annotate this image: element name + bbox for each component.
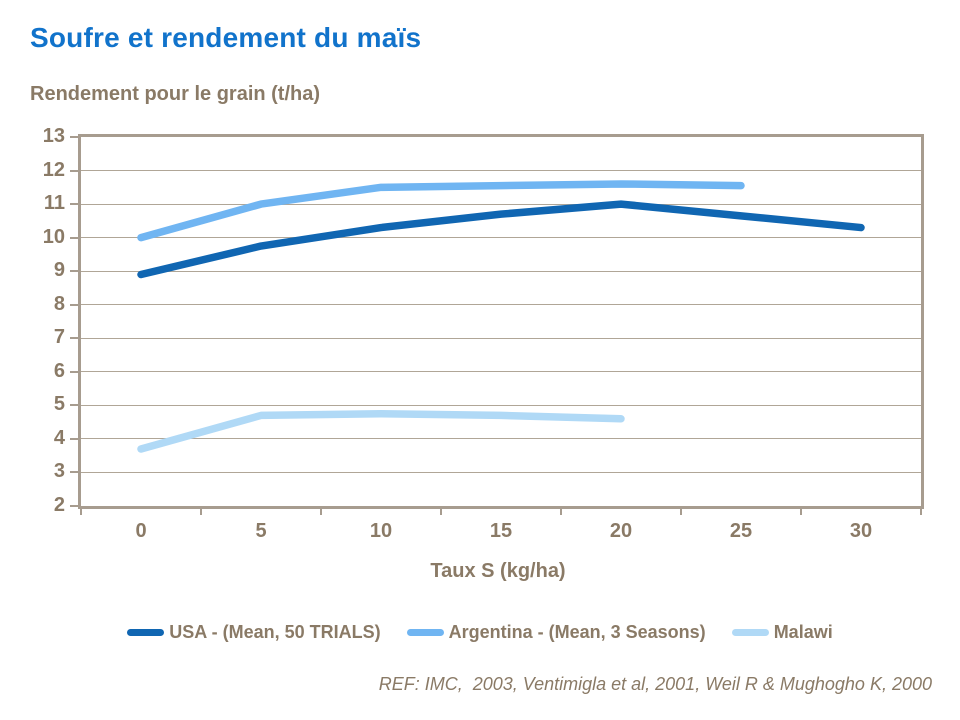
x-axis-tick [440, 506, 442, 515]
x-axis-tick [560, 506, 562, 515]
x-axis-tick [800, 506, 802, 515]
series-lines [137, 180, 865, 453]
gridline [81, 203, 921, 205]
plot-area: 2 3 4 5 6 7 8 9 10 11 12 13 0 5 10 15 20 25 30 [43, 125, 924, 542]
gridline [81, 471, 921, 473]
legend-label: Malawi [773, 622, 833, 642]
reference-text: REF: IMC, 2003, Ventimigla et al, 2001, … [378, 674, 932, 694]
gridline [81, 371, 921, 373]
gridline [81, 237, 921, 239]
y-axis-tick [70, 270, 81, 273]
y-axis-tick [70, 236, 81, 239]
y-axis-tick [70, 303, 81, 306]
y-tick-label: 5 [53, 393, 65, 416]
legend: USA - (Mean, 50 TRIALS) Argentina - (Mean… [0, 622, 960, 643]
y-axis-tick [70, 437, 81, 440]
y-tick-label: 13 [42, 125, 65, 147]
y-axis-tick [70, 370, 81, 373]
y-axis-title: Rendement pour le grain (t/ha) [30, 83, 321, 105]
gridline [81, 438, 921, 440]
y-axis-tick [70, 471, 81, 474]
y-tick-label: 8 [53, 292, 65, 315]
page-title: Soufre et rendement du maïs [30, 22, 422, 53]
x-axis-tick [680, 506, 682, 515]
legend-label: USA - (Mean, 50 TRIALS) [169, 622, 381, 642]
legend-item-argentina: Argentina - (Mean, 3 Seasons) [406, 622, 706, 643]
y-tick-label: 4 [53, 426, 65, 449]
y-tick-label: 2 [53, 494, 65, 516]
gridline [81, 404, 921, 406]
x-tick-label: 20 [609, 520, 633, 542]
y-tick-label: 10 [42, 225, 65, 248]
x-axis-tick [200, 506, 202, 515]
x-tick-label: 0 [135, 520, 147, 542]
x-axis-tick [920, 506, 922, 515]
y-tick-label: 6 [53, 359, 65, 382]
y-tick-label: 3 [53, 460, 65, 483]
x-tick-label: 30 [849, 520, 873, 542]
x-axis-tick [80, 506, 82, 515]
gridline [81, 270, 921, 272]
legend-item-malawi: Malawi [731, 622, 833, 643]
legend-swatch-argentina [406, 629, 444, 636]
series-line-argentina [137, 180, 745, 242]
x-tick-label: 10 [369, 520, 393, 542]
y-tick-label: 7 [53, 326, 65, 349]
y-axis-tick [70, 136, 81, 138]
gridline [81, 170, 921, 172]
x-tick-label: 15 [489, 520, 513, 542]
y-tick-label: 11 [43, 192, 65, 215]
x-axis-title: Taux S (kg/ha) [430, 560, 566, 582]
legend-swatch-malawi [731, 629, 769, 636]
x-tick-label: 25 [729, 520, 753, 542]
x-tick-label: 5 [255, 520, 267, 542]
series-line-malawi [137, 410, 625, 453]
legend-item-usa: USA - (Mean, 50 TRIALS) [127, 622, 381, 643]
y-axis-tick [70, 337, 81, 340]
gridline [81, 337, 921, 339]
y-axis-tick [70, 203, 81, 206]
y-axis-tick [70, 169, 81, 172]
series-line-usa [137, 200, 865, 279]
legend-label: Argentina - (Mean, 3 Seasons) [448, 622, 706, 642]
gridline [81, 304, 921, 306]
y-axis-tick [70, 404, 81, 407]
legend-swatch-usa [127, 629, 165, 636]
y-tick-label: 9 [53, 259, 65, 282]
x-axis-tick [320, 506, 322, 515]
y-axis-tick [70, 505, 81, 507]
y-tick-label: 12 [42, 158, 65, 181]
